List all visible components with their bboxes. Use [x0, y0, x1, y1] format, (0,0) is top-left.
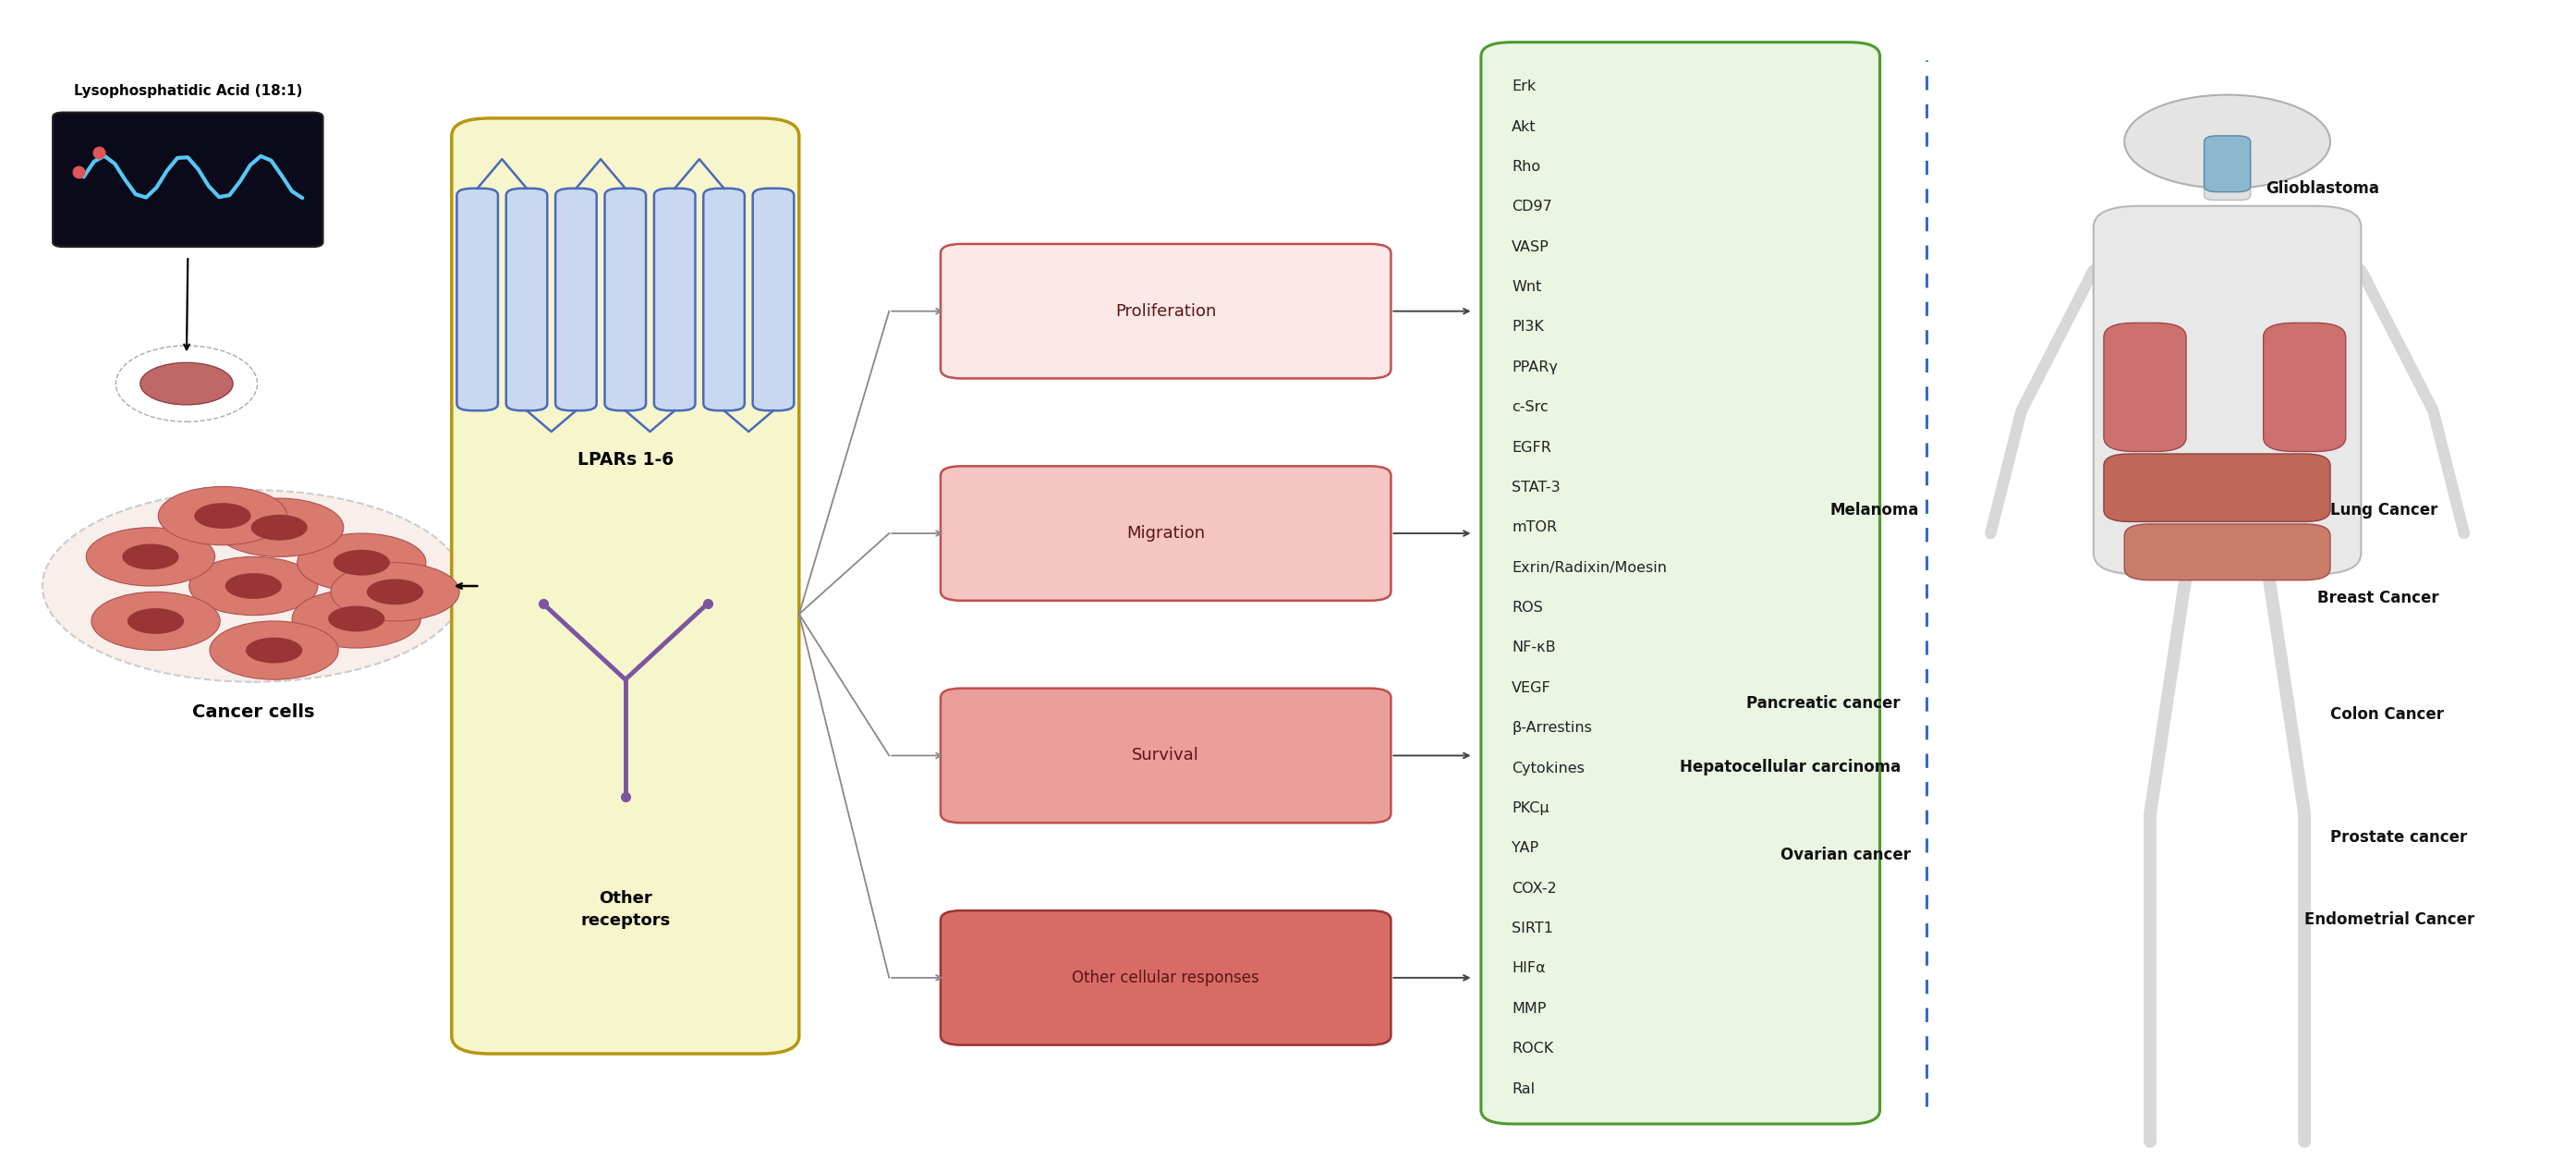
Text: Cancer cells: Cancer cells	[193, 703, 314, 721]
Text: mTOR: mTOR	[1512, 520, 1558, 534]
Circle shape	[121, 544, 178, 570]
FancyBboxPatch shape	[605, 189, 647, 410]
Text: PKCμ: PKCμ	[1512, 802, 1548, 816]
Text: SIRT1: SIRT1	[1512, 921, 1553, 935]
Text: Melanoma: Melanoma	[1829, 502, 1919, 518]
Text: Cytokines: Cytokines	[1512, 762, 1584, 775]
Text: NF-κB: NF-κB	[1512, 641, 1556, 655]
Circle shape	[291, 590, 420, 648]
Text: Other cellular responses: Other cellular responses	[1072, 969, 1260, 986]
Text: VEGF: VEGF	[1512, 681, 1551, 695]
Circle shape	[209, 621, 337, 680]
FancyBboxPatch shape	[654, 189, 696, 410]
Circle shape	[332, 550, 389, 575]
Text: ROCK: ROCK	[1512, 1042, 1553, 1056]
Text: YAP: YAP	[1512, 841, 1538, 856]
Text: ROS: ROS	[1512, 601, 1543, 615]
Text: Breast Cancer: Breast Cancer	[2318, 590, 2439, 606]
Circle shape	[188, 557, 317, 615]
FancyBboxPatch shape	[456, 189, 497, 410]
Text: β-Arrestins: β-Arrestins	[1512, 721, 1592, 735]
Circle shape	[296, 533, 425, 592]
Text: Other
receptors: Other receptors	[580, 890, 670, 928]
FancyBboxPatch shape	[940, 688, 1391, 823]
Text: LPARs 1-6: LPARs 1-6	[577, 451, 672, 469]
Circle shape	[41, 490, 464, 682]
FancyBboxPatch shape	[505, 189, 546, 410]
Circle shape	[193, 503, 250, 529]
Text: Colon Cancer: Colon Cancer	[2331, 707, 2445, 723]
Text: CD97: CD97	[1512, 200, 1553, 213]
Text: PI3K: PI3K	[1512, 320, 1543, 334]
FancyBboxPatch shape	[451, 118, 799, 1054]
Text: Survival: Survival	[1131, 748, 1200, 764]
FancyBboxPatch shape	[556, 189, 598, 410]
Text: Ral: Ral	[1512, 1082, 1535, 1096]
Text: Ovarian cancer: Ovarian cancer	[1780, 846, 1911, 864]
Text: MMP: MMP	[1512, 1002, 1546, 1016]
FancyBboxPatch shape	[2264, 322, 2347, 451]
Text: Rho: Rho	[1512, 159, 1540, 173]
FancyBboxPatch shape	[752, 189, 793, 410]
Text: Hepatocellular carcinoma: Hepatocellular carcinoma	[1680, 759, 1901, 776]
Circle shape	[90, 592, 219, 650]
FancyBboxPatch shape	[940, 466, 1391, 600]
Text: STAT-3: STAT-3	[1512, 481, 1561, 495]
Circle shape	[139, 362, 232, 404]
FancyBboxPatch shape	[703, 189, 744, 410]
Text: EGFR: EGFR	[1512, 441, 1551, 455]
FancyBboxPatch shape	[52, 113, 322, 247]
Text: PPARγ: PPARγ	[1512, 360, 1558, 374]
Circle shape	[214, 498, 343, 557]
Text: Lung Cancer: Lung Cancer	[2331, 502, 2437, 518]
Text: Wnt: Wnt	[1512, 280, 1543, 294]
Circle shape	[330, 563, 459, 621]
Text: Akt: Akt	[1512, 120, 1535, 134]
FancyBboxPatch shape	[2105, 322, 2187, 451]
Circle shape	[85, 527, 214, 586]
Text: HIFα: HIFα	[1512, 962, 1546, 975]
Text: Exrin/Radixin/Moesin: Exrin/Radixin/Moesin	[1512, 560, 1667, 574]
Text: Erk: Erk	[1512, 80, 1535, 94]
Circle shape	[157, 486, 286, 545]
Circle shape	[366, 579, 422, 605]
Text: Proliferation: Proliferation	[1115, 302, 1216, 320]
FancyBboxPatch shape	[940, 244, 1391, 379]
Circle shape	[224, 573, 281, 599]
Text: Prostate cancer: Prostate cancer	[2331, 829, 2468, 846]
Circle shape	[250, 515, 307, 540]
Text: COX-2: COX-2	[1512, 881, 1556, 895]
Text: Pancreatic cancer: Pancreatic cancer	[1747, 695, 1901, 711]
Text: VASP: VASP	[1512, 240, 1551, 254]
Text: c-Src: c-Src	[1512, 401, 1548, 414]
Circle shape	[245, 638, 301, 663]
FancyBboxPatch shape	[940, 911, 1391, 1045]
Text: Glioblastoma: Glioblastoma	[2267, 180, 2380, 197]
Circle shape	[327, 606, 384, 632]
FancyBboxPatch shape	[2094, 206, 2362, 574]
Text: Migration: Migration	[1126, 525, 1206, 541]
FancyBboxPatch shape	[1481, 42, 1880, 1124]
FancyBboxPatch shape	[2125, 524, 2331, 580]
FancyBboxPatch shape	[2205, 156, 2251, 200]
Circle shape	[126, 608, 183, 634]
Circle shape	[2125, 95, 2331, 189]
Text: Lysophosphatidic Acid (18:1): Lysophosphatidic Acid (18:1)	[75, 84, 301, 98]
Text: Endometrial Cancer: Endometrial Cancer	[2306, 911, 2476, 927]
FancyBboxPatch shape	[2105, 454, 2331, 522]
FancyBboxPatch shape	[2205, 136, 2251, 192]
